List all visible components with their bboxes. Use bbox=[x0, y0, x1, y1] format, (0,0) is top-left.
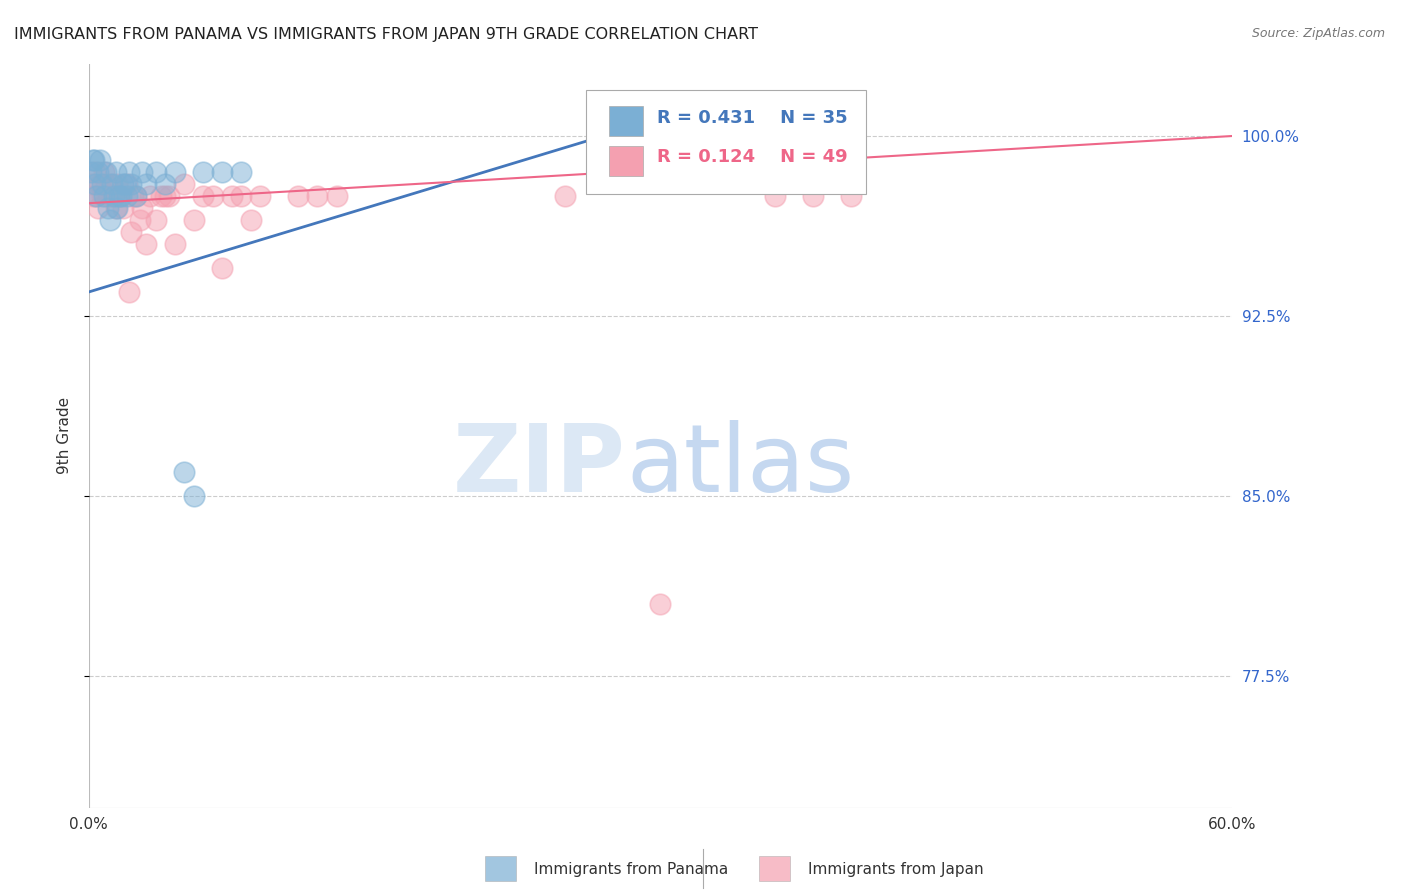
Point bbox=[163, 237, 186, 252]
Point bbox=[103, 189, 125, 203]
Point bbox=[110, 189, 132, 203]
Point bbox=[82, 189, 104, 203]
Point bbox=[110, 189, 132, 203]
Text: IMMIGRANTS FROM PANAMA VS IMMIGRANTS FROM JAPAN 9TH GRADE CORRELATION CHART: IMMIGRANTS FROM PANAMA VS IMMIGRANTS FRO… bbox=[14, 27, 758, 42]
Point bbox=[150, 189, 173, 203]
Point bbox=[91, 177, 114, 191]
Point bbox=[173, 465, 195, 479]
Point bbox=[125, 189, 148, 203]
Point bbox=[94, 177, 117, 191]
Point bbox=[98, 177, 121, 191]
Point bbox=[89, 153, 111, 167]
Point bbox=[135, 177, 157, 191]
Point bbox=[83, 153, 105, 167]
Point bbox=[104, 201, 127, 215]
Point bbox=[87, 201, 110, 215]
Point bbox=[201, 189, 224, 203]
Point bbox=[115, 177, 138, 191]
Point bbox=[129, 213, 152, 227]
Point bbox=[89, 177, 111, 191]
Point bbox=[86, 189, 108, 203]
Text: R = 0.124    N = 49: R = 0.124 N = 49 bbox=[657, 148, 848, 166]
Point bbox=[163, 165, 186, 179]
Point bbox=[87, 165, 110, 179]
Point bbox=[118, 165, 141, 179]
Point bbox=[108, 189, 131, 203]
Point bbox=[107, 177, 129, 191]
Point bbox=[183, 213, 205, 227]
Point bbox=[211, 165, 233, 179]
Point bbox=[191, 165, 214, 179]
Point bbox=[115, 189, 138, 203]
Point bbox=[325, 189, 347, 203]
Point bbox=[118, 285, 141, 299]
Point bbox=[153, 177, 176, 191]
Point bbox=[86, 189, 108, 203]
Point bbox=[231, 189, 253, 203]
Point bbox=[112, 201, 135, 215]
Point bbox=[139, 189, 162, 203]
Text: Source: ZipAtlas.com: Source: ZipAtlas.com bbox=[1251, 27, 1385, 40]
Point bbox=[83, 165, 105, 179]
Point bbox=[108, 189, 131, 203]
Point bbox=[307, 189, 329, 203]
Point bbox=[183, 489, 205, 503]
Point bbox=[221, 189, 243, 203]
Point bbox=[839, 189, 862, 203]
Point bbox=[82, 153, 104, 167]
Point bbox=[173, 177, 195, 191]
Point bbox=[94, 165, 117, 179]
Point bbox=[121, 189, 143, 203]
Point bbox=[801, 189, 824, 203]
Point bbox=[97, 201, 120, 215]
Point bbox=[131, 165, 153, 179]
Point bbox=[120, 225, 142, 239]
Point bbox=[239, 213, 262, 227]
Text: ZIP: ZIP bbox=[453, 419, 626, 512]
Point bbox=[80, 165, 103, 179]
Text: Immigrants from Panama: Immigrants from Panama bbox=[534, 863, 728, 877]
Point bbox=[191, 189, 214, 203]
Point bbox=[83, 177, 105, 191]
Point bbox=[112, 177, 135, 191]
Point bbox=[211, 260, 233, 275]
Point bbox=[135, 237, 157, 252]
Point bbox=[91, 189, 114, 203]
Point bbox=[145, 213, 167, 227]
Point bbox=[120, 177, 142, 191]
Point bbox=[554, 189, 576, 203]
Point bbox=[287, 189, 309, 203]
Point bbox=[763, 189, 786, 203]
Point bbox=[98, 213, 121, 227]
Point bbox=[114, 177, 136, 191]
Point bbox=[125, 189, 148, 203]
Text: Immigrants from Japan: Immigrants from Japan bbox=[808, 863, 984, 877]
Point bbox=[231, 165, 253, 179]
Point bbox=[103, 189, 125, 203]
Point bbox=[104, 165, 127, 179]
Point bbox=[249, 189, 271, 203]
Point bbox=[80, 177, 103, 191]
Text: R = 0.431    N = 35: R = 0.431 N = 35 bbox=[657, 110, 848, 128]
Point bbox=[650, 597, 672, 611]
Point bbox=[592, 128, 614, 143]
FancyBboxPatch shape bbox=[609, 106, 643, 136]
FancyBboxPatch shape bbox=[609, 146, 643, 176]
Point bbox=[93, 165, 115, 179]
Point bbox=[131, 201, 153, 215]
Point bbox=[97, 189, 120, 203]
Point bbox=[153, 189, 176, 203]
Y-axis label: 9th Grade: 9th Grade bbox=[58, 397, 72, 475]
Point bbox=[145, 165, 167, 179]
Point bbox=[100, 177, 122, 191]
Point bbox=[93, 189, 115, 203]
Text: atlas: atlas bbox=[626, 419, 855, 512]
FancyBboxPatch shape bbox=[586, 90, 866, 194]
Point bbox=[100, 189, 122, 203]
Point bbox=[157, 189, 180, 203]
Point bbox=[107, 201, 129, 215]
